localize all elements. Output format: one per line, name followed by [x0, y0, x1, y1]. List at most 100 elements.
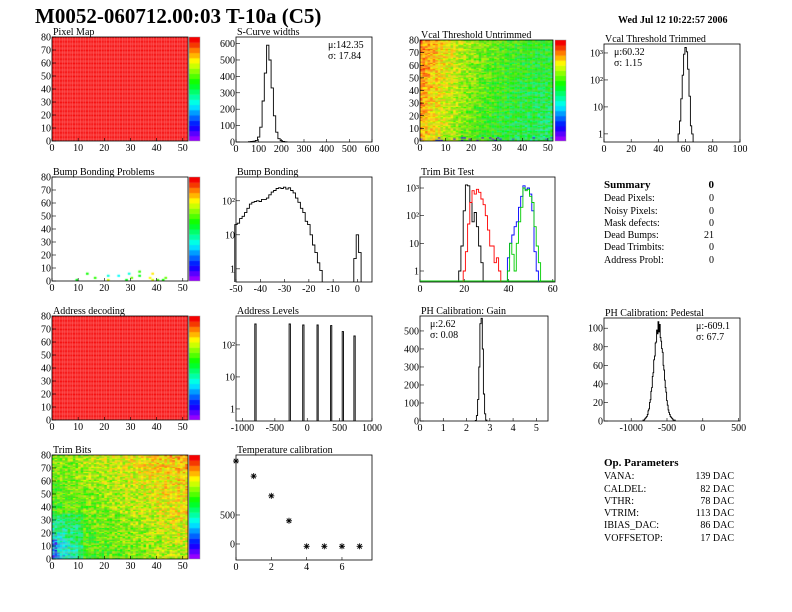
x-tick-label: 30	[125, 143, 135, 154]
y-tick-label: 100	[220, 121, 235, 132]
x-tick-label: 60	[681, 144, 691, 155]
row-value: 0	[709, 193, 714, 205]
y-tick-label: 0	[598, 417, 603, 428]
summary-row: Noisy Pixels: 0	[604, 206, 714, 218]
histogram-bin	[298, 202, 300, 282]
data-point	[233, 458, 239, 465]
x-tick-label: 10	[73, 422, 83, 433]
page-title: M0052-060712.00:03 T-10a (C5)	[35, 4, 322, 28]
y-tick-label: 30	[41, 516, 51, 527]
pixel-map-heatmap	[52, 37, 188, 141]
histogram-bin	[283, 187, 285, 282]
y-tick-label: 0	[46, 555, 51, 566]
op-parameters-title: Op. Parameters	[604, 457, 679, 469]
color-scale-frame	[188, 36, 201, 142]
histogram-bin	[303, 213, 305, 282]
vcal-threshold-untrimmed-heatmap	[420, 40, 553, 141]
x-tick-label: 20	[99, 422, 109, 433]
plot-frame	[419, 176, 556, 283]
summary-row: Dead Bumps: 21	[604, 230, 714, 242]
x-tick-label: 0	[234, 562, 239, 573]
histogram-series-0	[474, 317, 488, 421]
x-tick-label: 100	[733, 144, 748, 155]
summary-row: Dead Trimbits: 0	[604, 242, 714, 254]
data-point	[250, 473, 257, 480]
histogram-bin	[242, 216, 244, 282]
x-tick-label: 50	[178, 143, 188, 154]
color-scale-frame	[188, 176, 201, 282]
y-tick-label: 0	[230, 138, 235, 149]
histogram-series-0	[254, 323, 356, 421]
x-tick-label: 40	[517, 143, 527, 154]
histogram-bin	[657, 334, 658, 421]
histogram-bin	[281, 188, 283, 282]
y-tick-label: 10³	[590, 48, 603, 59]
row-label: Address Probl:	[604, 254, 664, 266]
row-value: 21	[704, 230, 714, 242]
x-tick-label: 0	[50, 422, 55, 433]
stat-sigma: σ: 17.84	[328, 51, 361, 62]
x-tick-label: 50	[543, 143, 553, 154]
y-tick-label: 500	[404, 326, 419, 337]
histogram-bin	[276, 188, 278, 282]
address-decoding-panel: Address decoding 0 10 20 30 40 50 0 10 20 30 40 50 60…	[41, 306, 201, 433]
y-tick-label: 400	[404, 344, 419, 355]
x-tick-label: 500	[332, 423, 347, 434]
stat-sigma: σ: 67.7	[696, 332, 724, 343]
x-tick-label: 2	[464, 423, 469, 434]
bump-bonding-title: Bump Bonding	[237, 167, 298, 178]
op-parameters-row: IBIAS_DAC: 86 DAC	[604, 520, 734, 532]
x-tick-label: 50	[178, 283, 188, 294]
bump-bonding-problems-color-scale	[189, 177, 200, 281]
vcal-threshold-trimmed-panel: Vcal Threshold Trimmed 0 20 40 60 80 100 1 10 10²…	[590, 34, 748, 155]
x-tick-label: 10	[73, 283, 83, 294]
y-tick-label: 0	[46, 137, 51, 148]
x-tick-label: 20	[99, 561, 109, 572]
y-tick-label: 60	[409, 61, 419, 72]
trim-bit-test-panel: Trim Bit Test 0 20 40 60 1 10 10² 10³	[406, 167, 558, 295]
row-value: 0	[709, 254, 714, 266]
histogram-bin	[296, 198, 298, 282]
x-tick-label: -500	[266, 423, 284, 434]
timestamp: Wed Jul 12 10:22:57 2006	[618, 15, 728, 26]
histogram-bin	[259, 202, 261, 282]
trim-bits-title: Trim Bits	[53, 445, 91, 456]
row-value: 78 DAC	[700, 495, 734, 507]
plot-frame	[419, 39, 554, 142]
ph-calibration-pedestal-panel: PH Calibration: Pedestal -1000 -500 0 500 0 20…	[588, 308, 746, 434]
x-tick-label: 40	[152, 422, 162, 433]
y-tick-label: 80	[41, 312, 51, 323]
color-scale-frame	[188, 315, 201, 421]
summary-row: Address Probl: 0	[604, 255, 714, 267]
y-tick-label: 10²	[222, 340, 235, 351]
y-tick-label: 30	[409, 99, 419, 110]
y-tick-label: 10²	[590, 75, 603, 86]
histogram-bin	[288, 188, 290, 282]
y-tick-label: 30	[41, 377, 51, 388]
row-label: IBIAS_DAC:	[604, 520, 660, 532]
y-tick-label: 20	[593, 398, 603, 409]
summary-total: 0	[708, 179, 715, 191]
row-label: VTRIM:	[604, 508, 639, 520]
x-tick-label: 5	[534, 423, 539, 434]
histogram-bin	[305, 221, 307, 282]
data-point	[268, 492, 275, 499]
histogram-bin	[271, 192, 273, 282]
histogram-bin	[254, 202, 256, 282]
x-tick-label: 0	[50, 561, 55, 572]
row-value: 82 DAC	[700, 483, 734, 495]
x-tick-label: 30	[492, 143, 502, 154]
x-tick-label: -1000	[620, 423, 643, 434]
x-tick-label: -1000	[231, 423, 254, 434]
histogram-bin	[245, 213, 247, 282]
x-tick-label: 20	[466, 143, 476, 154]
x-tick-label: -500	[658, 423, 676, 434]
x-tick-label: 0	[50, 283, 55, 294]
ph-calibration-gain-title: PH Calibration: Gain	[421, 306, 506, 317]
histogram-series-3	[506, 187, 542, 282]
y-tick-label: 500	[220, 510, 235, 521]
y-tick-label: 10²	[406, 211, 419, 222]
summary-row: Dead Pixels: 0	[604, 193, 714, 205]
y-tick-label: 600	[220, 39, 235, 50]
histogram-bin	[279, 188, 281, 282]
